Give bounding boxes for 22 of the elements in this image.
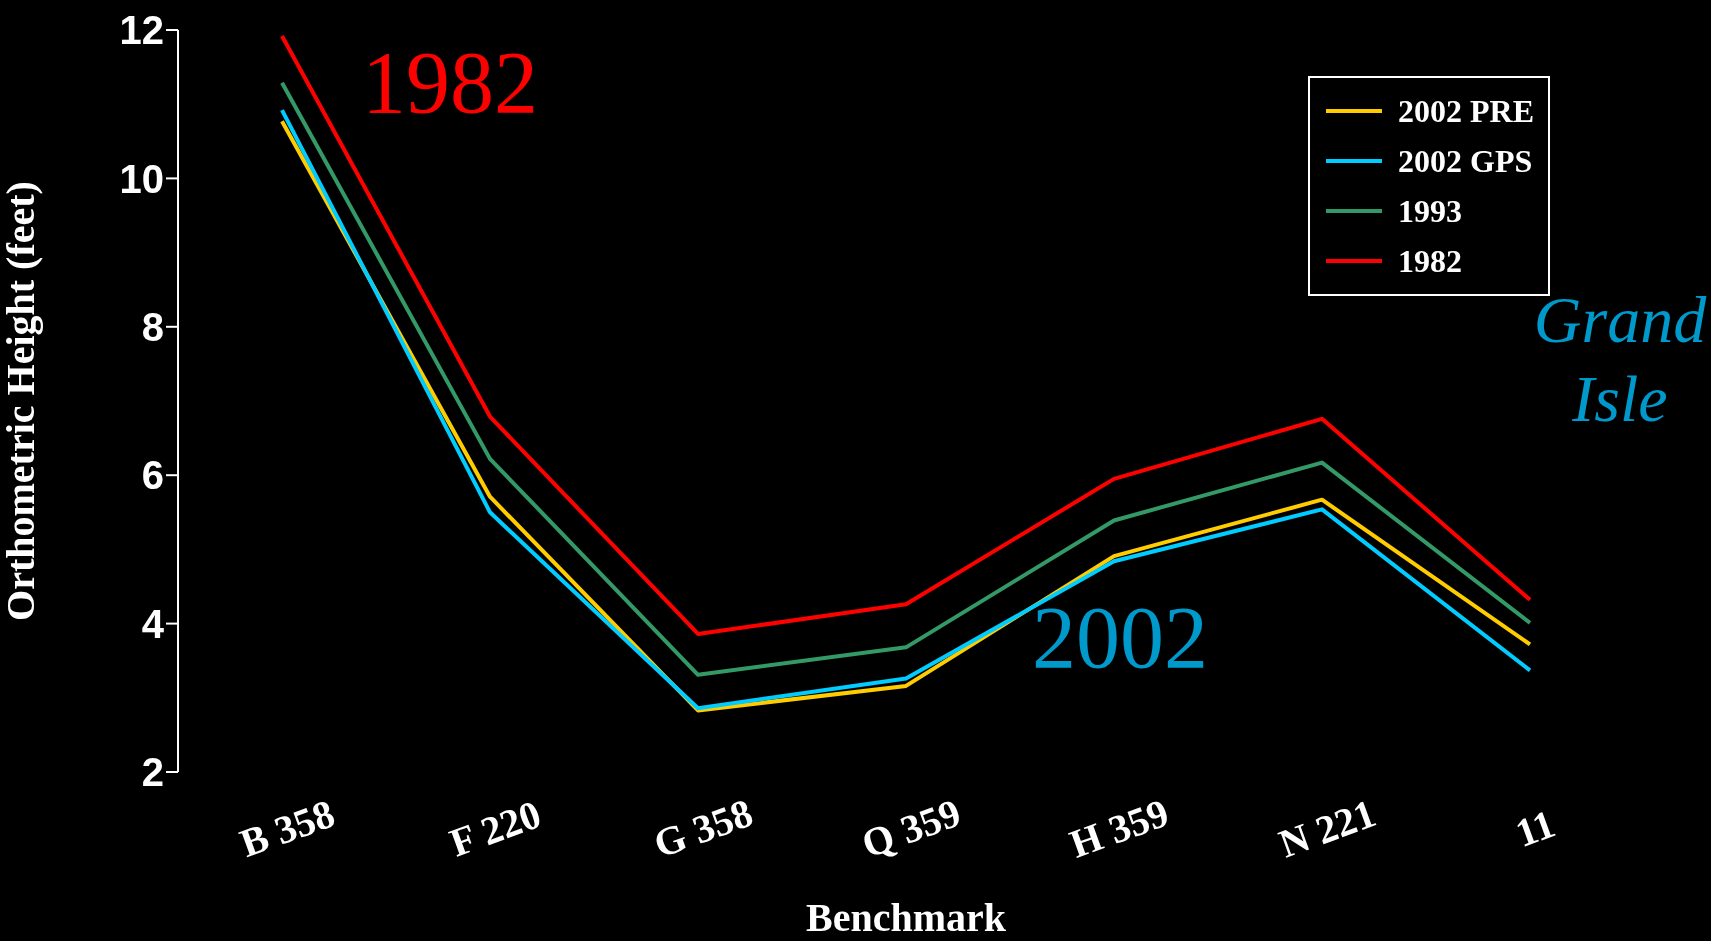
legend-label: 2002 GPS bbox=[1398, 142, 1533, 180]
annotation: 1982 bbox=[361, 33, 539, 133]
annotation: Grand Isle bbox=[1532, 282, 1708, 438]
y-axis-title: Orthometric Height (feet) bbox=[0, 181, 44, 621]
y-tick-label: 2 bbox=[141, 750, 164, 795]
x-tick-label: G 358 bbox=[648, 789, 759, 867]
y-tick-label: 4 bbox=[141, 601, 165, 646]
y-tick-label: 12 bbox=[119, 8, 164, 53]
x-tick-label: Q 359 bbox=[856, 789, 967, 867]
y-tick-label: 10 bbox=[119, 156, 164, 201]
legend-label: 1993 bbox=[1398, 192, 1462, 230]
legend-label: 1982 bbox=[1398, 242, 1462, 280]
annotation: 2002 bbox=[1031, 588, 1209, 688]
y-tick-label: 6 bbox=[141, 453, 164, 498]
x-tick-label: F 220 bbox=[443, 791, 547, 866]
x-tick-label: N 221 bbox=[1273, 790, 1382, 867]
x-tick-label: H 359 bbox=[1064, 789, 1175, 867]
x-axis-title: Benchmark bbox=[806, 895, 1007, 940]
x-tick-label: B 358 bbox=[234, 790, 341, 867]
x-tick-label: 11 bbox=[1509, 800, 1561, 856]
legend-label: 2002 PRE bbox=[1398, 92, 1534, 130]
y-tick-label: 8 bbox=[141, 305, 164, 349]
